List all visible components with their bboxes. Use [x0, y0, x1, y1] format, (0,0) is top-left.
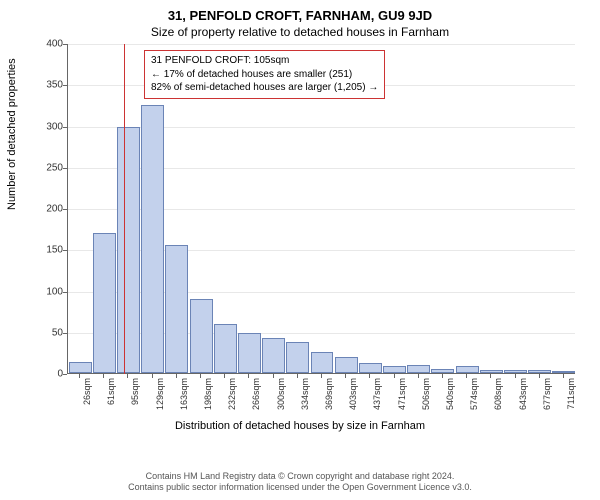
- ytick-label: 100: [23, 286, 63, 297]
- xtick-label: 300sqm: [276, 378, 286, 418]
- histogram-bar: [359, 363, 382, 373]
- xtick-mark: [418, 374, 419, 378]
- xtick-mark: [563, 374, 564, 378]
- xtick-label: 129sqm: [155, 378, 165, 418]
- plot-area: 31 PENFOLD CROFT: 105sqm ← 17% of detach…: [67, 44, 575, 374]
- chart-area: 31 PENFOLD CROFT: 105sqm ← 17% of detach…: [45, 44, 575, 402]
- xtick-mark: [369, 374, 370, 378]
- xtick-mark: [345, 374, 346, 378]
- ytick-label: 0: [23, 369, 63, 380]
- footer-line-2: Contains public sector information licen…: [0, 482, 600, 494]
- ytick-label: 300: [23, 121, 63, 132]
- xtick-label: 95sqm: [130, 378, 140, 418]
- annotation-line-2: ← 17% of detached houses are smaller (25…: [151, 68, 378, 82]
- xtick-mark: [127, 374, 128, 378]
- xtick-mark: [152, 374, 153, 378]
- histogram-bar: [552, 371, 575, 373]
- footer-attribution: Contains HM Land Registry data © Crown c…: [0, 471, 600, 494]
- histogram-bar: [69, 362, 92, 373]
- property-marker-line: [124, 44, 125, 374]
- xtick-label: 437sqm: [372, 378, 382, 418]
- xtick-label: 61sqm: [106, 378, 116, 418]
- xtick-mark: [176, 374, 177, 378]
- xtick-mark: [539, 374, 540, 378]
- xtick-mark: [273, 374, 274, 378]
- histogram-bar: [238, 333, 261, 373]
- xtick-label: 643sqm: [518, 378, 528, 418]
- annotation-line-3: 82% of semi-detached houses are larger (…: [151, 81, 378, 95]
- chart-title-sub: Size of property relative to detached ho…: [0, 23, 600, 43]
- histogram-bar: [480, 370, 503, 373]
- xtick-label: 232sqm: [227, 378, 237, 418]
- xtick-label: 403sqm: [348, 378, 358, 418]
- ytick-mark: [63, 250, 67, 251]
- histogram-bar: [165, 245, 188, 373]
- xtick-mark: [490, 374, 491, 378]
- histogram-bar: [117, 127, 140, 373]
- xtick-mark: [442, 374, 443, 378]
- histogram-bar: [190, 299, 213, 373]
- xtick-mark: [394, 374, 395, 378]
- chart-title-main: 31, PENFOLD CROFT, FARNHAM, GU9 9JD: [0, 0, 600, 23]
- ytick-mark: [63, 127, 67, 128]
- histogram-bar: [214, 324, 237, 374]
- histogram-bar: [431, 369, 454, 373]
- xtick-label: 369sqm: [324, 378, 334, 418]
- xtick-mark: [79, 374, 80, 378]
- ytick-label: 400: [23, 39, 63, 50]
- ytick-label: 250: [23, 162, 63, 173]
- xtick-mark: [200, 374, 201, 378]
- histogram-bar: [528, 370, 551, 373]
- ytick-mark: [63, 292, 67, 293]
- histogram-bar: [456, 366, 479, 373]
- histogram-bar: [383, 366, 406, 373]
- xtick-mark: [297, 374, 298, 378]
- xtick-label: 163sqm: [179, 378, 189, 418]
- footer-line-1: Contains HM Land Registry data © Crown c…: [0, 471, 600, 483]
- ytick-label: 350: [23, 80, 63, 91]
- histogram-bar: [311, 352, 334, 373]
- annotation-line-1: 31 PENFOLD CROFT: 105sqm: [151, 54, 378, 68]
- ytick-mark: [63, 168, 67, 169]
- xtick-label: 334sqm: [300, 378, 310, 418]
- histogram-bar: [141, 105, 164, 373]
- histogram-bar: [286, 342, 309, 373]
- ytick-label: 200: [23, 204, 63, 215]
- ytick-label: 150: [23, 245, 63, 256]
- ytick-mark: [63, 209, 67, 210]
- histogram-bar: [407, 365, 430, 373]
- xtick-label: 471sqm: [397, 378, 407, 418]
- property-annotation: 31 PENFOLD CROFT: 105sqm ← 17% of detach…: [144, 50, 385, 99]
- xtick-mark: [466, 374, 467, 378]
- ytick-mark: [63, 44, 67, 45]
- xtick-mark: [321, 374, 322, 378]
- xtick-label: 711sqm: [566, 378, 576, 418]
- histogram-bar: [262, 338, 285, 373]
- xtick-mark: [103, 374, 104, 378]
- xtick-label: 574sqm: [469, 378, 479, 418]
- xtick-label: 198sqm: [203, 378, 213, 418]
- histogram-bar: [504, 370, 527, 373]
- histogram-bar: [335, 357, 358, 374]
- histogram-bar: [93, 233, 116, 373]
- xtick-mark: [248, 374, 249, 378]
- xtick-label: 677sqm: [542, 378, 552, 418]
- y-axis-label: Number of detached properties: [6, 58, 18, 210]
- x-axis-label: Distribution of detached houses by size …: [0, 420, 600, 432]
- xtick-label: 608sqm: [493, 378, 503, 418]
- ytick-mark: [63, 374, 67, 375]
- ytick-label: 50: [23, 327, 63, 338]
- xtick-mark: [224, 374, 225, 378]
- ytick-mark: [63, 333, 67, 334]
- xtick-label: 540sqm: [445, 378, 455, 418]
- xtick-label: 26sqm: [82, 378, 92, 418]
- xtick-mark: [515, 374, 516, 378]
- ytick-mark: [63, 85, 67, 86]
- xtick-label: 506sqm: [421, 378, 431, 418]
- xtick-label: 266sqm: [251, 378, 261, 418]
- gridline: [68, 44, 575, 45]
